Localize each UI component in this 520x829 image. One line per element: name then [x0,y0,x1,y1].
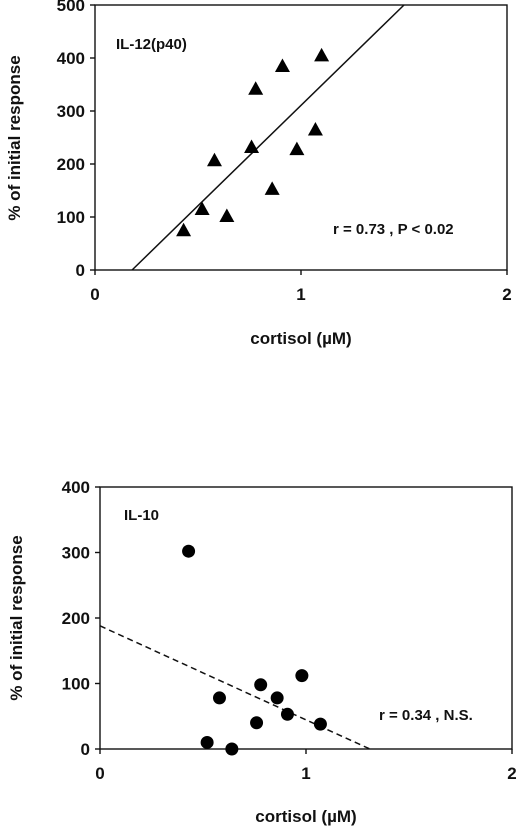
x-axis-label: cortisol (µM) [255,807,356,826]
data-point-triangle [307,122,323,136]
y-ticks: 0 100 200 300 400 500 [57,0,95,280]
regression-line [131,4,405,271]
data-point-triangle [219,208,235,222]
x-ticks: 0 1 2 [95,749,517,783]
y-axis-label: % of initial response [5,55,24,220]
data-point-circle [250,716,264,730]
data-point-triangle [314,47,330,62]
y-tick-label: 400 [62,478,90,497]
data-point-triangle [248,81,264,95]
data-point-circle [280,707,294,721]
data-point-triangle [274,58,290,72]
data-point-triangle [176,222,192,237]
y-tick-label: 200 [62,609,90,628]
y-axis-label: % of initial response [7,535,26,700]
y-tick-label: 400 [57,49,85,68]
data-point-circle [295,669,309,683]
data-point-triangle [244,139,260,154]
data-point-triangle [264,181,280,195]
data-point-circle [182,544,196,558]
data-point-triangle [206,152,222,167]
data-point-circle [270,691,284,705]
correlation-annotation: r = 0.34 , N.S. [379,707,473,724]
panel-label: IL-10 [124,507,159,524]
y-tick-label: 300 [57,102,85,121]
data-point-circle [212,691,226,705]
regression-line [99,625,371,750]
y-tick-label: 500 [57,0,85,15]
panel-il12: 0 100 200 300 400 500 0 1 2 IL-12(p40) r = 0.73… [5,0,512,348]
y-tick-label: 100 [62,675,90,694]
x-tick-label: 0 [90,285,99,304]
x-tick-label: 1 [301,764,310,783]
data-points [182,544,327,756]
x-axis-label: cortisol (µM) [250,329,351,348]
fit-line [99,625,371,750]
y-ticks: 0 100 200 300 400 [62,478,100,759]
y-tick-label: 0 [76,261,85,280]
data-point-circle [254,678,268,692]
y-tick-label: 0 [81,740,90,759]
y-tick-label: 200 [57,155,85,174]
x-ticks: 0 1 2 [90,270,512,304]
data-point-circle [225,742,239,756]
data-point-circle [313,717,327,731]
y-tick-label: 100 [57,208,85,227]
x-tick-label: 2 [502,285,511,304]
fit-line [131,4,405,271]
data-point-triangle [289,141,305,156]
y-tick-label: 300 [62,544,90,563]
correlation-annotation: r = 0.73 , P < 0.02 [333,221,454,238]
data-point-circle [200,735,214,749]
x-tick-label: 1 [296,285,305,304]
panel-label: IL-12(p40) [116,36,187,53]
x-tick-label: 0 [95,764,104,783]
x-tick-label: 2 [507,764,516,783]
data-points [176,47,330,237]
data-point-triangle [194,201,210,216]
